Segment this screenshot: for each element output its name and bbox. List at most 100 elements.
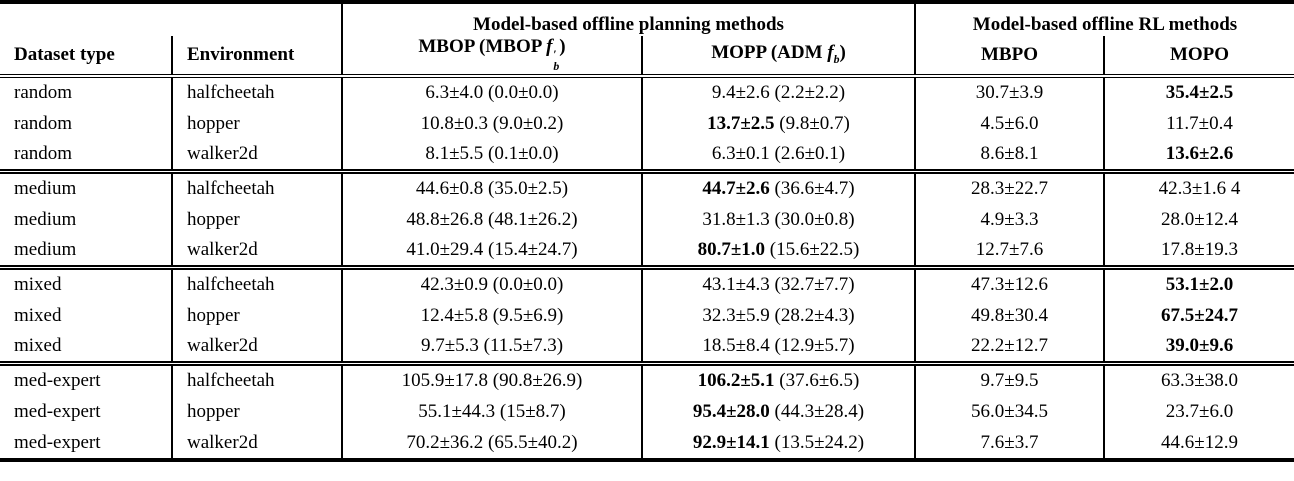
dataset-type-cell: mixed (14, 304, 62, 326)
mopp-score-main: 9.4±2.6 (711, 81, 770, 103)
mopo-score-cell: 63.3±38.0 (1103, 361, 1294, 396)
column-header-mopo: MOPO (1103, 36, 1294, 78)
mbpo-score-cell: 22.2±12.7 (914, 331, 1104, 364)
mopp-score-paren: (15.6±22.5) (769, 239, 860, 261)
mopp-score-paren: (2.2±2.2) (774, 81, 846, 103)
mopp-score-cell: 6.3±0.1 (2.6±0.1) (641, 139, 915, 172)
mopp-score-cell: 92.9±14.1 (13.5±24.2) (641, 427, 915, 460)
dataset-type-cell: med-expert (14, 431, 101, 453)
mopp-score-cell: 13.7±2.5 (9.8±0.7) (641, 107, 915, 140)
table-row: mixed hopper 12.4±5.8 (9.5±6.9) 32.3±5.9… (0, 299, 1294, 332)
mopp-score-cell: 9.4±2.6 (2.2±2.2) (641, 75, 915, 108)
mbop-label-prefix: MBOP (MBOP (418, 36, 547, 57)
environment-cell: hopper (171, 203, 342, 236)
mbpo-score-cell: 30.7±3.9 (914, 75, 1104, 108)
mopp-score-main: 32.3±5.9 (702, 304, 770, 326)
mopp-score-main: 6.3±0.1 (711, 143, 770, 165)
mopo-score-cell: 53.1±2.0 (1103, 265, 1294, 300)
environment-cell: walker2d (171, 139, 342, 172)
mopp-label-prefix: MOPP (ADM (711, 42, 828, 64)
table-row: medium walker2d 41.0±29.4 (15.4±24.7) 80… (0, 235, 1294, 268)
group-header-row: Model-based offline planning methods Mod… (0, 2, 1294, 36)
mopp-score-cell: 95.4±28.0 (44.3±28.4) (641, 395, 915, 428)
mbpo-score-cell: 28.3±22.7 (914, 169, 1104, 204)
mopp-score-paren: (44.3±28.4) (774, 400, 865, 422)
environment-cell: hopper (171, 299, 342, 332)
mbpo-score-cell: 12.7±7.6 (914, 235, 1104, 268)
mopp-score-main: 13.7±2.5 (707, 112, 775, 134)
mopo-score-cell: 67.5±24.7 (1103, 299, 1294, 332)
mbpo-score-cell: 9.7±9.5 (914, 361, 1104, 396)
mbpo-score-cell: 8.6±8.1 (914, 139, 1104, 172)
dataset-type-cell: medium (14, 208, 77, 230)
mopp-score-main: 18.5±8.4 (702, 335, 770, 357)
table-row: random hopper 10.8±0.3 (9.0±0.2) 13.7±2.… (0, 107, 1294, 140)
table-row: random walker2d 8.1±5.5 (0.1±0.0) 6.3±0.… (0, 139, 1294, 172)
mopp-score-main: 31.8±1.3 (702, 208, 770, 230)
mopp-score-cell: 31.8±1.3 (30.0±0.8) (641, 203, 915, 236)
mopp-score-main: 92.9±14.1 (692, 431, 770, 453)
environment-cell: walker2d (171, 235, 342, 268)
mopo-score-cell: 23.7±6.0 (1103, 395, 1294, 428)
environment-cell: hopper (171, 107, 342, 140)
mopp-score-paren: (36.6±4.7) (774, 177, 855, 199)
mopo-score-cell: 42.3±1.6 4 (1103, 169, 1294, 204)
mopo-score-cell: 17.8±19.3 (1103, 235, 1294, 268)
mbop-score-cell: 9.7±5.3 (11.5±7.3) (341, 331, 642, 364)
mopo-score-cell: 13.6±2.6 (1103, 139, 1294, 172)
dataset-block-medium: medium halfcheetah 44.6±0.8 (35.0±2.5) 4… (0, 169, 1294, 268)
dataset-block-med-expert: med-expert halfcheetah 105.9±17.8 (90.8±… (0, 361, 1294, 460)
dataset-type-cell: med-expert (14, 400, 101, 422)
group-header-rl: Model-based offline RL methods (914, 2, 1294, 36)
mopo-score: 17.8±19.3 (1161, 239, 1238, 261)
mopp-score-main: 43.1±4.3 (702, 273, 770, 295)
mbop-score-cell: 70.2±36.2 (65.5±40.2) (341, 427, 642, 460)
table-row: mixed walker2d 9.7±5.3 (11.5±7.3) 18.5±8… (0, 331, 1294, 364)
mbpo-score-cell: 56.0±34.5 (914, 395, 1104, 428)
mbop-score-cell: 42.3±0.9 (0.0±0.0) (341, 265, 642, 300)
environment-cell: walker2d (171, 427, 342, 460)
dataset-block-mixed: mixed halfcheetah 42.3±0.9 (0.0±0.0) 43.… (0, 265, 1294, 364)
column-header-row: Dataset type Environment MBOP (MBOP f ′ b)… (0, 36, 1294, 78)
mopp-score-main: 80.7±1.0 (697, 239, 766, 261)
mbop-score-cell: 55.1±44.3 (15±8.7) (341, 395, 642, 428)
mopp-score-cell: 106.2±5.1 (37.6±6.5) (641, 361, 915, 396)
environment-cell: walker2d (171, 331, 342, 364)
mopo-score-cell: 35.4±2.5 (1103, 75, 1294, 108)
mbpo-score-cell: 4.9±3.3 (914, 203, 1104, 236)
environment-cell: hopper (171, 395, 342, 428)
mopo-score-cell: 28.0±12.4 (1103, 203, 1294, 236)
mopp-score-main: 44.7±2.6 (702, 177, 770, 199)
mopp-score-paren: (32.7±7.7) (774, 273, 855, 295)
column-header-dataset-type: Dataset type (0, 36, 172, 78)
mopp-label-suffix: ) (839, 42, 846, 64)
mbop-f-subscript: b (553, 60, 560, 74)
results-table-container: Model-based offline planning methods Mod… (0, 0, 1294, 462)
dataset-type-cell: medium (14, 239, 77, 261)
group-header-planning: Model-based offline planning methods (341, 2, 915, 36)
mbop-score-cell: 44.6±0.8 (35.0±2.5) (341, 169, 642, 204)
mopp-score-cell: 43.1±4.3 (32.7±7.7) (641, 265, 915, 300)
dataset-type-cell: mixed (14, 335, 62, 357)
dataset-type-cell: random (14, 143, 73, 165)
mbop-score-cell: 8.1±5.5 (0.1±0.0) (341, 139, 642, 172)
mbop-score-cell: 10.8±0.3 (9.0±0.2) (341, 107, 642, 140)
mopo-score: 42.3±1.6 4 (1158, 177, 1241, 199)
environment-cell: halfcheetah (171, 265, 342, 300)
mopp-score-paren: (30.0±0.8) (774, 208, 855, 230)
mopo-score-cell: 11.7±0.4 (1103, 107, 1294, 140)
mbop-f-supsub: ′ b (553, 48, 560, 74)
results-table: Model-based offline planning methods Mod… (0, 0, 1294, 462)
environment-cell: halfcheetah (171, 169, 342, 204)
column-header-mopp: MOPP (ADM fb) (641, 36, 915, 78)
table-row: medium hopper 48.8±26.8 (48.1±26.2) 31.8… (0, 203, 1294, 236)
mbop-score-cell: 105.9±17.8 (90.8±26.9) (341, 361, 642, 396)
mopo-score: 23.7±6.0 (1165, 400, 1234, 422)
environment-cell: halfcheetah (171, 75, 342, 108)
mopp-score-cell: 18.5±8.4 (12.9±5.7) (641, 331, 915, 364)
mopo-score-cell: 44.6±12.9 (1103, 427, 1294, 460)
mbop-label-suffix: ) (559, 36, 566, 57)
mopp-score-paren: (12.9±5.7) (774, 335, 855, 357)
table-row: med-expert halfcheetah 105.9±17.8 (90.8±… (0, 361, 1294, 396)
mopp-score-paren: (28.2±4.3) (774, 304, 855, 326)
